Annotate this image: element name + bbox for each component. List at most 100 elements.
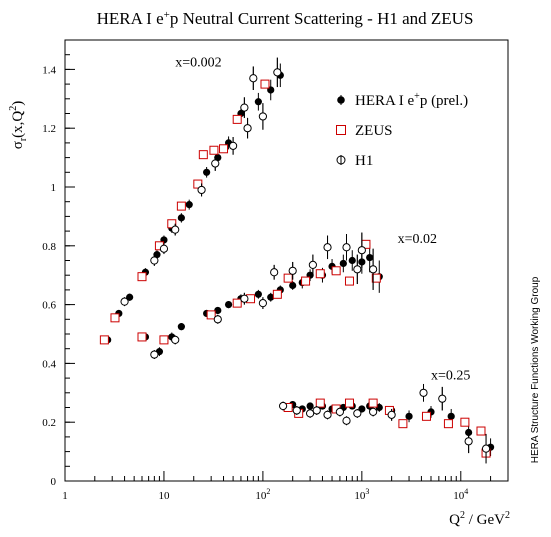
- y-tick-label: 0: [51, 476, 57, 488]
- y-tick-label: 0.6: [42, 300, 56, 312]
- h1-point: [292, 406, 301, 415]
- y-tick-label: 1.4: [42, 64, 56, 76]
- zeus-point: [232, 114, 242, 124]
- x-axis-label: Q2 / GeV2: [449, 510, 510, 528]
- svg-text:HERA I e+p (prel.): HERA I e+p (prel.): [355, 91, 468, 109]
- zeus-point: [219, 144, 229, 154]
- x-tick-label: 104: [453, 487, 468, 502]
- x-axis: 1 10 102 103 104: [62, 471, 509, 502]
- zeus-point: [331, 266, 341, 276]
- hera-point: [447, 412, 455, 420]
- h1-point: [308, 260, 317, 270]
- h1-point: [342, 243, 351, 252]
- h1-point: [240, 103, 249, 112]
- hera-point: [126, 293, 134, 301]
- hera-point: [348, 256, 356, 265]
- series-hera: [104, 63, 495, 457]
- x-tick-label: 102: [255, 487, 270, 502]
- x-bin-label: x=0.002: [175, 55, 221, 70]
- h1-point: [229, 141, 238, 150]
- legend: HERA I e+p (prel.) ZEUS H1: [336, 91, 468, 169]
- h1-point: [357, 246, 366, 255]
- zeus-point: [99, 335, 109, 345]
- h1-point: [211, 159, 220, 168]
- h1-point: [438, 394, 447, 403]
- legend-entry-h1: H1: [336, 153, 373, 169]
- h1-point: [150, 256, 159, 265]
- hera-point: [366, 253, 374, 262]
- hera-point: [254, 98, 262, 106]
- h1-point: [353, 409, 362, 418]
- zeus-point: [421, 411, 431, 421]
- hera-point: [306, 402, 314, 410]
- h1-point: [335, 407, 344, 417]
- data-series: [99, 57, 495, 464]
- zeus-point: [137, 272, 147, 282]
- zeus-point: [176, 201, 186, 211]
- side-label: HERA Structure Functions Working Group: [530, 276, 541, 463]
- zeus-point: [344, 276, 354, 286]
- h1-point: [312, 406, 321, 415]
- h1-point: [270, 268, 279, 277]
- zeus-point: [209, 145, 219, 155]
- y-tick-label: 0.8: [42, 241, 56, 253]
- h1-point: [288, 266, 297, 275]
- h1-point: [481, 444, 491, 453]
- hera-point: [339, 259, 347, 268]
- y-tick-label: 0.4: [42, 358, 56, 370]
- y-axis-label: σr(x,Q2): [8, 101, 29, 150]
- hera-point: [405, 412, 413, 420]
- h1-point: [278, 401, 288, 411]
- zeus-point: [232, 298, 242, 308]
- zeus-point: [398, 419, 408, 429]
- hera-point: [214, 306, 222, 315]
- h1-point: [369, 265, 378, 274]
- chart-title: HERA I e+p Neutral Current Scattering - …: [97, 9, 474, 28]
- hera-point: [224, 301, 233, 309]
- hera-point: [177, 323, 185, 331]
- hera-point: [214, 154, 222, 162]
- hera-point: [254, 290, 262, 298]
- h1-point: [323, 243, 332, 252]
- h1-point: [150, 350, 159, 359]
- hera-point: [153, 251, 161, 259]
- x-tick-label: 1: [62, 490, 68, 502]
- zeus-point: [198, 150, 208, 160]
- h1-point: [120, 297, 129, 306]
- h1-point: [419, 388, 428, 397]
- zeus-point: [344, 398, 354, 408]
- annotations: x=0.002 x=0.02 x=0.25: [175, 55, 470, 383]
- h1-point: [240, 294, 249, 303]
- h1-point: [249, 74, 258, 83]
- zeus-point: [260, 79, 270, 89]
- zeus-point: [272, 289, 282, 299]
- y-tick-label: 0.2: [42, 417, 56, 429]
- zeus-point: [315, 398, 325, 408]
- y-axis: 0 0.2 0.4 0.6 0.8 1 1.2 1.4: [42, 39, 75, 488]
- svg-text:ZEUS: ZEUS: [355, 123, 393, 139]
- x-bin-label: x=0.25: [431, 369, 470, 384]
- h1-point: [342, 416, 351, 425]
- h1-point: [464, 437, 473, 446]
- zeus-point: [315, 269, 325, 279]
- hera-point: [203, 168, 211, 176]
- zeus-point: [159, 335, 169, 345]
- x-tick-label: 10: [158, 490, 170, 502]
- zeus-point: [476, 426, 486, 436]
- h1-point: [243, 124, 252, 133]
- h1-point: [353, 265, 362, 274]
- zeus-point: [371, 273, 381, 283]
- hera-point: [267, 293, 275, 301]
- x-tick-label: 103: [354, 487, 369, 502]
- hera-point: [177, 214, 185, 222]
- y-tick-label: 1: [51, 182, 57, 194]
- zeus-point: [368, 398, 378, 408]
- zeus-point: [283, 273, 293, 283]
- series-h1: [120, 57, 491, 464]
- zeus-point: [301, 276, 311, 286]
- legend-entry-hera: HERA I e+p (prel.): [337, 91, 468, 109]
- zeus-point: [206, 310, 216, 320]
- legend-entry-zeus: ZEUS: [336, 123, 393, 139]
- zeus-point: [460, 417, 470, 427]
- h1-point: [159, 244, 169, 253]
